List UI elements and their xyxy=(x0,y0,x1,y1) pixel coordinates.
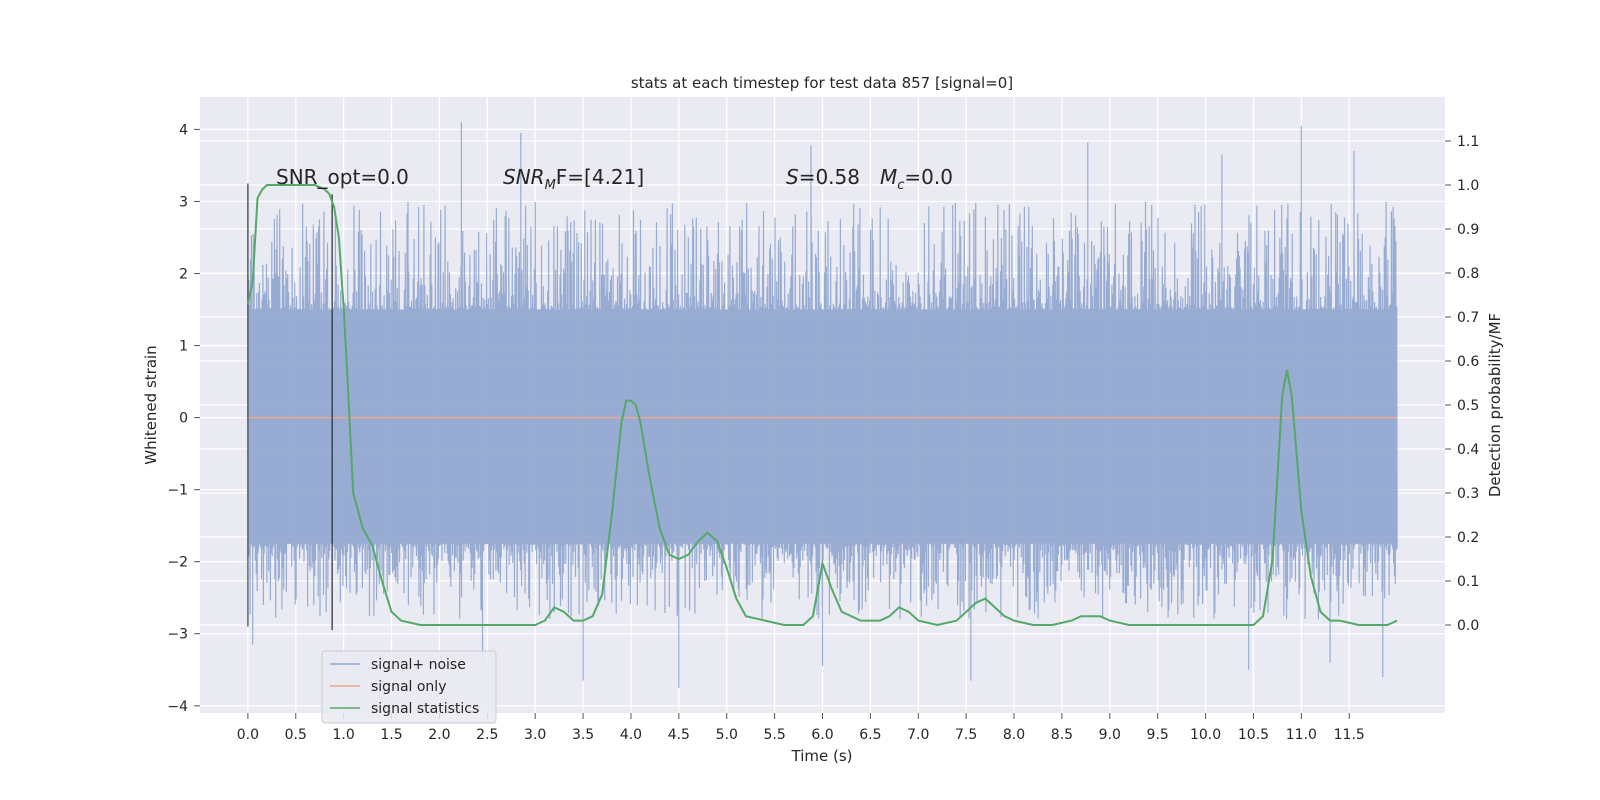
annotation-snr-mf-sub: M xyxy=(545,178,556,193)
annotation-snr-mf: SNRMF=[4.21] xyxy=(503,165,644,193)
x-tick-label: 5.5 xyxy=(763,727,785,743)
y-left-tick-label: 3 xyxy=(179,194,188,210)
y-right-tick-label: 0.1 xyxy=(1457,574,1479,590)
x-tick-label: 7.5 xyxy=(955,727,977,743)
annotation-snr-mf-base: SNR xyxy=(503,165,545,189)
signal-noise-line xyxy=(247,122,1398,688)
x-axis-ticks: 0.0 0.5 1.0 1.5 2.0 2.5 3.0 3.5 4.0 4.5 5.0 5.5 6.0 6… xyxy=(237,713,1365,743)
y-right-axis-label: Detection probability/MF xyxy=(1486,313,1504,497)
x-tick-label: 6.5 xyxy=(859,727,881,743)
vertical-markers xyxy=(247,183,333,631)
legend-label-signal-statistics: signal statistics xyxy=(371,701,479,717)
x-tick-label: 11.0 xyxy=(1286,727,1317,743)
annotation-s-base: S xyxy=(786,165,799,189)
y-right-axis-ticks: 1.1 1.0 0.9 0.8 0.7 0.6 0.5 0.4 0.3 0.2 0.1 0.0 xyxy=(1445,134,1479,634)
x-tick-label: 11.5 xyxy=(1334,727,1365,743)
y-right-tick-label: 1.1 xyxy=(1457,134,1479,150)
y-right-tick-label: 0.4 xyxy=(1457,442,1479,458)
annotation-snr-opt: SNR_opt=0.0 xyxy=(276,165,409,189)
y-left-tick-label: 0 xyxy=(179,411,188,427)
y-left-tick-label: −1 xyxy=(167,483,188,499)
y-left-tick-label: −2 xyxy=(167,555,188,571)
x-tick-label: 3.0 xyxy=(524,727,546,743)
y-left-tick-label: 4 xyxy=(179,122,188,138)
x-tick-label: 1.0 xyxy=(333,727,355,743)
annotation-mc-rest: =0.0 xyxy=(904,165,953,189)
x-tick-label: 4.0 xyxy=(620,727,642,743)
signal-statistics-line xyxy=(246,184,1398,627)
x-tick-label: 1.5 xyxy=(380,727,402,743)
y-left-tick-label: −3 xyxy=(167,627,188,643)
x-tick-label: 8.0 xyxy=(1003,727,1025,743)
y-right-tick-label: 0.3 xyxy=(1457,486,1479,502)
x-tick-label: 0.0 xyxy=(237,727,259,743)
series-signal-noise xyxy=(247,122,1398,688)
y-right-tick-label: 0.2 xyxy=(1457,530,1479,546)
annotation-s-rest: =0.58 xyxy=(799,165,860,189)
y-right-tick-label: 0.9 xyxy=(1457,222,1479,238)
x-tick-label: 0.5 xyxy=(285,727,307,743)
x-tick-label: 5.0 xyxy=(716,727,738,743)
annotation-snr-mf-rest: F=[4.21] xyxy=(556,165,644,189)
y-left-tick-label: −4 xyxy=(167,699,188,715)
x-tick-label: 10.5 xyxy=(1238,727,1269,743)
legend: signal+ noise signal only signal statist… xyxy=(321,650,497,724)
annotation-mc: Mc=0.0 xyxy=(880,165,953,193)
y-right-tick-label: 1.0 xyxy=(1457,178,1479,194)
legend-box xyxy=(321,650,497,724)
x-tick-label: 9.0 xyxy=(1099,727,1121,743)
annotation-s: S=0.58 xyxy=(786,165,860,189)
x-tick-label: 6.0 xyxy=(811,727,833,743)
y-right-tick-label: 0.8 xyxy=(1457,266,1479,282)
y-left-axis-label: Whitened strain xyxy=(142,345,160,464)
y-left-tick-label: 2 xyxy=(179,267,188,283)
series-signal-statistics xyxy=(246,184,1398,627)
y-right-tick-label: 0.5 xyxy=(1457,398,1479,414)
x-tick-label: 8.5 xyxy=(1051,727,1073,743)
legend-label-signal-only: signal only xyxy=(371,679,446,695)
y-right-tick-label: 0.6 xyxy=(1457,354,1479,370)
y-left-axis-ticks: 4 3 2 1 0 −1 −2 −3 −4 xyxy=(167,122,200,715)
x-tick-label: 9.5 xyxy=(1147,727,1169,743)
annotation-mc-base: M xyxy=(880,165,897,189)
x-tick-label: 4.5 xyxy=(668,727,690,743)
chart-title: stats at each timestep for test data 857… xyxy=(631,74,1013,92)
x-tick-label: 3.5 xyxy=(572,727,594,743)
y-right-tick-label: 0.7 xyxy=(1457,310,1479,326)
x-tick-label: 10.0 xyxy=(1190,727,1221,743)
x-tick-label: 2.5 xyxy=(476,727,498,743)
x-axis-label: Time (s) xyxy=(791,747,853,765)
x-tick-label: 7.0 xyxy=(907,727,929,743)
annotation-mc-sub: c xyxy=(897,178,904,193)
x-tick-label: 2.0 xyxy=(428,727,450,743)
y-left-tick-label: 1 xyxy=(179,339,188,355)
legend-label-signal-noise: signal+ noise xyxy=(371,657,466,673)
y-right-tick-label: 0.0 xyxy=(1457,618,1479,634)
